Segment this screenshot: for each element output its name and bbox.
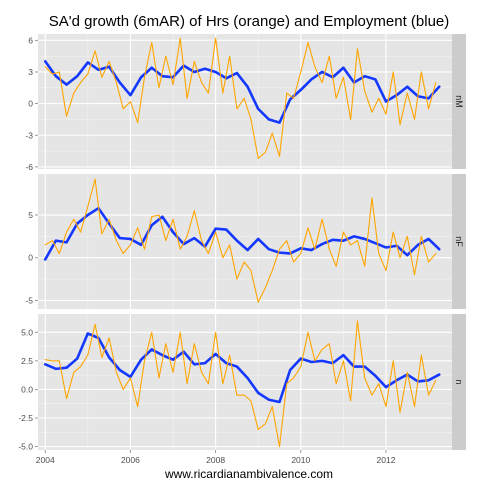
facet-strip-background xyxy=(452,34,466,169)
panel-background xyxy=(38,174,452,309)
facet-strip-background xyxy=(452,314,466,450)
chart-title: SA'd growth (6mAR) of Hrs (orange) and E… xyxy=(49,13,450,30)
facet-strip-background xyxy=(452,174,466,309)
facet-strip-label: nF xyxy=(454,236,464,247)
y-tick-label: 0 xyxy=(28,253,33,263)
y-tick-label: 5 xyxy=(28,210,33,220)
hours-series-line-nM xyxy=(44,37,437,159)
y-tick-label: 5.0 xyxy=(21,327,33,337)
y-tick-label: 0.0 xyxy=(21,384,33,394)
facet-strip-label: n xyxy=(454,379,464,384)
y-tick-label: -3 xyxy=(25,130,33,140)
x-axis: 2004 2006 2008 2010 2012 xyxy=(36,450,396,465)
y-tick-label: -6 xyxy=(25,162,33,172)
hours-series-line-nF xyxy=(44,178,437,303)
employment-series-line-nM xyxy=(43,60,441,124)
hours-series-line-n xyxy=(44,320,437,448)
facet-panel-n: -5.0 -2.5 0.0 2.5 5.0 n xyxy=(18,314,466,452)
facet-panel-nM: -6 -3 0 3 6 nM xyxy=(25,34,466,172)
x-tick-label: 2008 xyxy=(206,455,225,465)
x-tick-label: 2012 xyxy=(377,455,396,465)
x-tick-label: 2006 xyxy=(121,455,140,465)
y-tick-label: 3 xyxy=(28,67,33,77)
x-tick-label: 2010 xyxy=(291,455,310,465)
facet-strip-label: nM xyxy=(454,95,464,108)
x-tick-label: 2004 xyxy=(36,455,55,465)
x-axis-label-source-url: www.ricardianambivalence.com xyxy=(164,467,333,480)
employment-series-line-n xyxy=(43,332,441,404)
panels-layer: -6 -3 0 3 6 nM -5 0 5 nF -5.0 -2.5 0.0 2.5 5.0 n xyxy=(18,34,466,452)
y-tick-label: 0 xyxy=(28,99,33,109)
y-tick-label: -2.5 xyxy=(18,413,33,423)
y-tick-label: -5.0 xyxy=(18,442,33,452)
facet-panel-nF: -5 0 5 nF xyxy=(25,174,466,309)
y-tick-label: 6 xyxy=(28,35,33,45)
panel-background xyxy=(38,314,452,450)
y-tick-label: 2.5 xyxy=(21,356,33,366)
y-tick-label: -5 xyxy=(25,295,33,305)
